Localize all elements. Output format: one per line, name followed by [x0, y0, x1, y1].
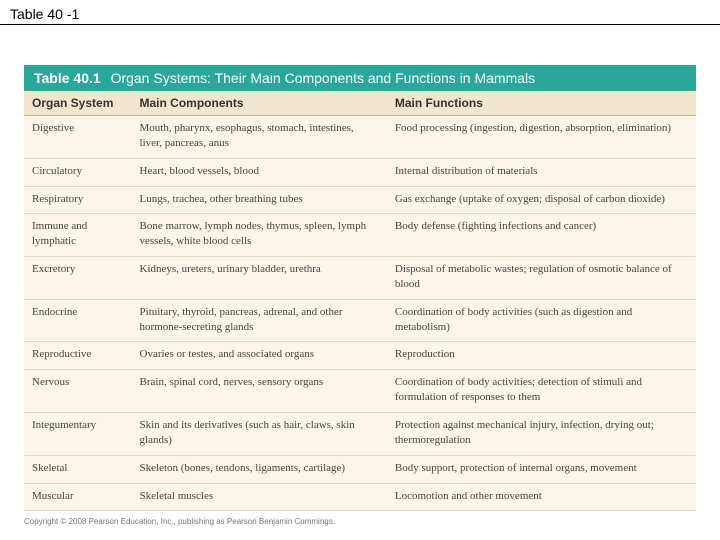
slide-title: Table 40 -1	[0, 0, 720, 25]
table-row: ReproductiveOvaries or testes, and assoc…	[24, 342, 696, 370]
copyright-text: Copyright © 2008 Pearson Education, Inc.…	[24, 517, 696, 526]
table-cell: Muscular	[24, 483, 132, 511]
col-main-components: Main Components	[132, 91, 387, 116]
table-cell: Internal distribution of materials	[387, 158, 696, 186]
table-title: Organ Systems: Their Main Components and…	[111, 70, 536, 86]
table-cell: Brain, spinal cord, nerves, sensory orga…	[132, 370, 387, 413]
table-cell: Gas exchange (uptake of oxygen; disposal…	[387, 186, 696, 214]
table-cell: Disposal of metabolic wastes; regulation…	[387, 257, 696, 300]
table-cell: Circulatory	[24, 158, 132, 186]
table-row: EndocrinePituitary, thyroid, pancreas, a…	[24, 299, 696, 342]
table-number: Table 40.1	[34, 70, 101, 86]
table-cell: Integumentary	[24, 412, 132, 455]
table-cell: Lungs, trachea, other breathing tubes	[132, 186, 387, 214]
table-cell: Mouth, pharynx, esophagus, stomach, inte…	[132, 116, 387, 159]
table-cell: Body defense (fighting infections and ca…	[387, 214, 696, 257]
table-cell: Skeleton (bones, tendons, ligaments, car…	[132, 455, 387, 483]
table-cell: Coordination of body activities; detecti…	[387, 370, 696, 413]
organ-systems-table: Organ System Main Components Main Functi…	[24, 91, 696, 511]
table-cell: Food processing (ingestion, digestion, a…	[387, 116, 696, 159]
table-row: NervousBrain, spinal cord, nerves, senso…	[24, 370, 696, 413]
table-cell: Skeletal	[24, 455, 132, 483]
table-cell: Endocrine	[24, 299, 132, 342]
table-row: SkeletalSkeleton (bones, tendons, ligame…	[24, 455, 696, 483]
table-row: MuscularSkeletal musclesLocomotion and o…	[24, 483, 696, 511]
table-cell: Skeletal muscles	[132, 483, 387, 511]
table-cell: Body support, protection of internal org…	[387, 455, 696, 483]
table-cell: Excretory	[24, 257, 132, 300]
table-header-row: Organ System Main Components Main Functi…	[24, 91, 696, 116]
table-cell: Locomotion and other movement	[387, 483, 696, 511]
table-cell: Skin and its derivatives (such as hair, …	[132, 412, 387, 455]
table-cell: Protection against mechanical injury, in…	[387, 412, 696, 455]
table-row: DigestiveMouth, pharynx, esophagus, stom…	[24, 116, 696, 159]
table-cell: Digestive	[24, 116, 132, 159]
table-cell: Coordination of body activities (such as…	[387, 299, 696, 342]
table-container: Table 40.1 Organ Systems: Their Main Com…	[24, 65, 696, 511]
table-cell: Respiratory	[24, 186, 132, 214]
table-cell: Pituitary, thyroid, pancreas, adrenal, a…	[132, 299, 387, 342]
table-cell: Ovaries or testes, and associated organs	[132, 342, 387, 370]
table-row: CirculatoryHeart, blood vessels, bloodIn…	[24, 158, 696, 186]
table-row: ExcretoryKidneys, ureters, urinary bladd…	[24, 257, 696, 300]
table-banner: Table 40.1 Organ Systems: Their Main Com…	[24, 65, 696, 91]
table-cell: Immune and lymphatic	[24, 214, 132, 257]
table-row: RespiratoryLungs, trachea, other breathi…	[24, 186, 696, 214]
table-cell: Nervous	[24, 370, 132, 413]
table-row: IntegumentarySkin and its derivatives (s…	[24, 412, 696, 455]
col-organ-system: Organ System	[24, 91, 132, 116]
table-cell: Reproductive	[24, 342, 132, 370]
table-cell: Heart, blood vessels, blood	[132, 158, 387, 186]
table-cell: Kidneys, ureters, urinary bladder, ureth…	[132, 257, 387, 300]
col-main-functions: Main Functions	[387, 91, 696, 116]
table-row: Immune and lymphaticBone marrow, lymph n…	[24, 214, 696, 257]
table-cell: Reproduction	[387, 342, 696, 370]
table-cell: Bone marrow, lymph nodes, thymus, spleen…	[132, 214, 387, 257]
